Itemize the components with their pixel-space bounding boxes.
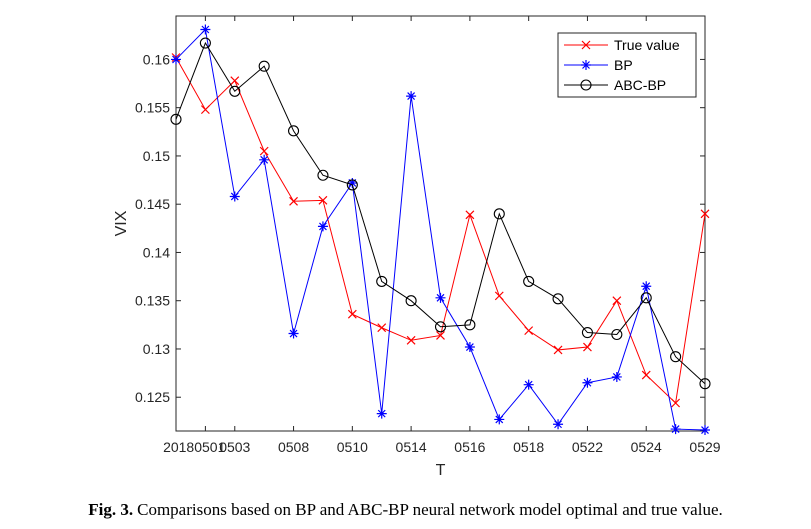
data-point xyxy=(464,319,476,331)
x-tick-label: 0516 xyxy=(454,439,485,455)
y-tick-label: 0.15 xyxy=(143,148,170,164)
data-point xyxy=(230,76,240,86)
data-point xyxy=(700,425,710,436)
data-point xyxy=(376,408,387,419)
data-point xyxy=(612,296,622,306)
data-point xyxy=(670,351,682,363)
data-point xyxy=(199,37,211,49)
data-point xyxy=(465,210,475,220)
data-point xyxy=(229,191,240,202)
data-point xyxy=(699,378,711,390)
data-point xyxy=(464,342,475,353)
legend-label: True value xyxy=(614,37,680,53)
data-point xyxy=(582,377,593,388)
data-point xyxy=(406,335,416,345)
data-point xyxy=(171,54,181,65)
data-point xyxy=(317,221,328,232)
x-tick-label: 0522 xyxy=(572,439,603,455)
data-point xyxy=(670,424,681,435)
data-point xyxy=(583,342,592,352)
y-tick-label: 0.13 xyxy=(143,341,170,357)
series-abc-bp xyxy=(170,37,711,390)
legend-marker xyxy=(581,60,591,70)
legend-label: ABC-BP xyxy=(614,77,666,93)
x-tick-label: 0503 xyxy=(219,439,250,455)
data-point xyxy=(641,370,651,380)
data-point xyxy=(317,169,329,181)
data-point xyxy=(611,371,622,382)
data-point xyxy=(524,326,534,336)
data-point xyxy=(434,321,447,333)
data-point xyxy=(259,146,269,156)
data-point xyxy=(494,291,504,301)
y-tick-label: 0.155 xyxy=(135,100,170,116)
data-point xyxy=(259,154,270,165)
data-point xyxy=(200,24,211,35)
y-tick-label: 0.145 xyxy=(135,196,170,212)
data-point xyxy=(288,328,299,339)
legend: True value BP ABC-BP xyxy=(557,32,697,98)
figure-caption: Fig. 3. Comparisons based on BP and ABC-B… xyxy=(0,500,811,520)
data-point xyxy=(700,209,710,219)
data-point xyxy=(436,331,445,340)
data-point xyxy=(641,281,652,292)
legend-marker xyxy=(581,40,591,50)
series-bp xyxy=(171,24,710,436)
data-point xyxy=(200,105,210,115)
data-point xyxy=(493,208,505,220)
caption-label: Fig. 3. xyxy=(88,500,134,519)
legend-marker xyxy=(580,79,592,91)
data-point xyxy=(170,113,182,125)
data-point xyxy=(376,275,388,287)
caption-text: Comparisons based on BP and ABC-BP neura… xyxy=(137,500,723,519)
x-tick-label: 0510 xyxy=(337,439,368,455)
y-axis-label: VIX xyxy=(113,210,130,236)
data-point xyxy=(553,345,563,355)
data-point xyxy=(640,292,652,304)
data-point xyxy=(346,179,358,191)
data-point xyxy=(318,195,328,205)
data-point xyxy=(523,379,534,390)
data-point xyxy=(671,398,681,408)
y-tick-label: 0.135 xyxy=(135,293,170,309)
x-tick-label: 0514 xyxy=(396,439,427,455)
x-tick-label: 0518 xyxy=(513,439,544,455)
series-true-value xyxy=(171,53,710,408)
data-point xyxy=(229,85,241,97)
data-point xyxy=(581,327,593,339)
data-point xyxy=(258,60,270,72)
data-point xyxy=(435,292,446,303)
legend-label: BP xyxy=(614,57,633,73)
data-point xyxy=(406,91,417,102)
data-point xyxy=(405,295,417,307)
data-point xyxy=(552,293,564,305)
y-tick-label: 0.16 xyxy=(143,51,170,67)
data-point xyxy=(288,125,300,137)
data-point xyxy=(523,275,535,287)
data-point xyxy=(347,309,357,319)
series-line xyxy=(175,41,706,385)
series-group xyxy=(170,24,711,436)
x-tick-label: 0529 xyxy=(689,439,720,455)
y-tick-label: 0.125 xyxy=(135,389,170,405)
chart: 0.125 0.13 0.135 0.14 0.145 0.15 0.155 0.16 2018… xyxy=(113,15,721,479)
data-point xyxy=(611,328,623,341)
data-point xyxy=(347,177,358,188)
x-tick-label: 20180501 xyxy=(163,439,226,455)
x-tick-label: 0508 xyxy=(278,439,309,455)
data-point xyxy=(553,419,564,430)
y-tick-label: 0.14 xyxy=(143,244,170,260)
data-point xyxy=(377,323,387,333)
data-point xyxy=(494,414,505,425)
data-point xyxy=(289,196,298,206)
x-tick-label: 0524 xyxy=(631,439,662,455)
x-axis-label: T xyxy=(436,462,446,479)
axis-ticks: 0.125 0.13 0.135 0.14 0.145 0.15 0.155 0.16 2018… xyxy=(135,16,721,455)
